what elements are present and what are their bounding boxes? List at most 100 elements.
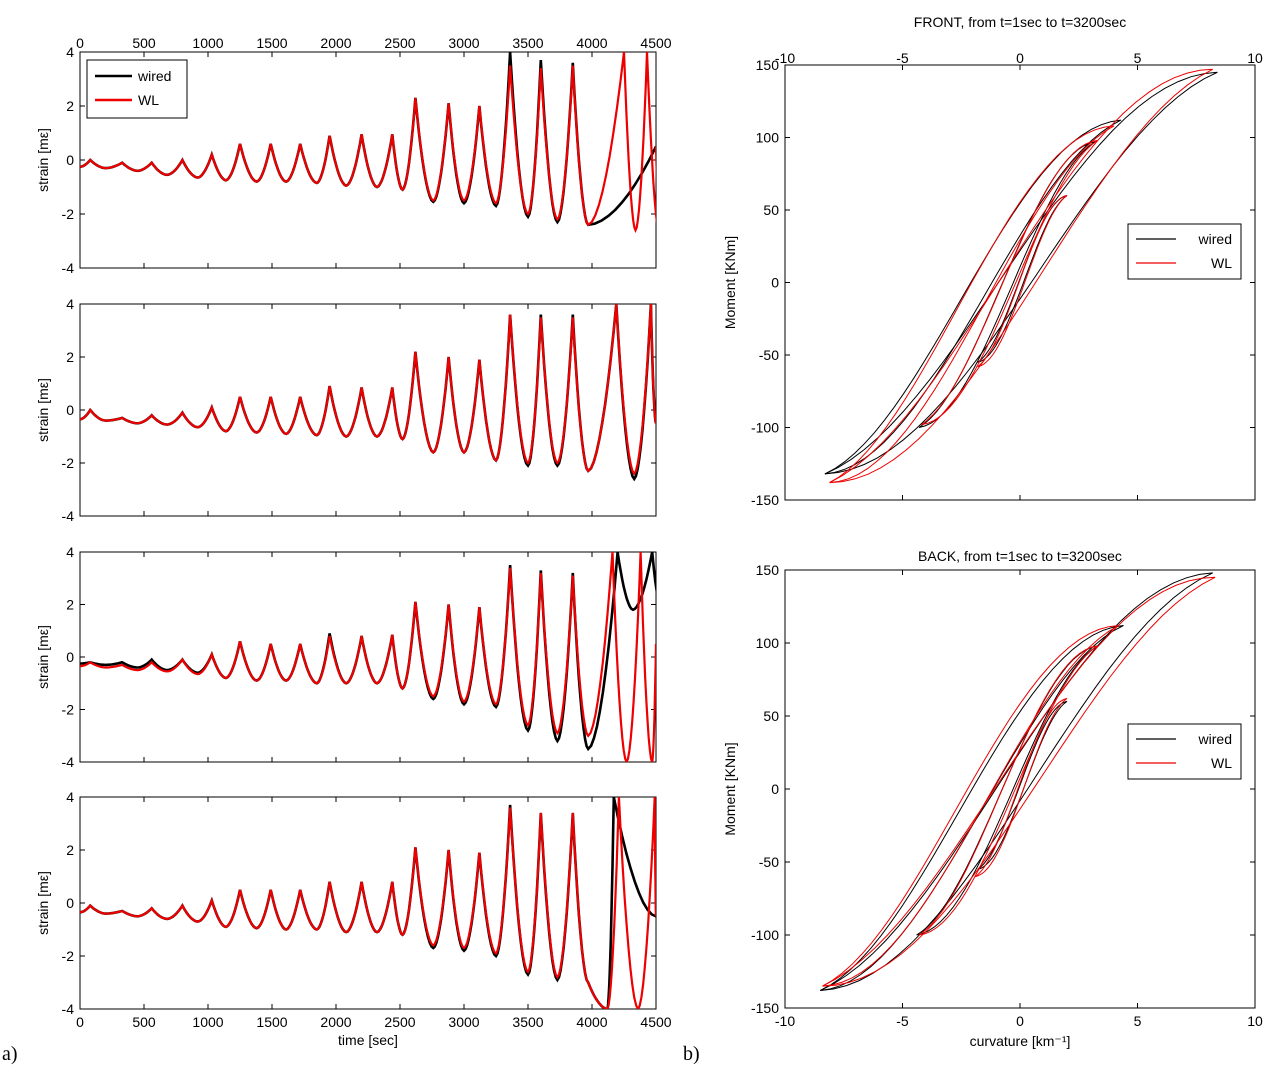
strain-plot-2-ytick-label: 2: [66, 349, 74, 365]
strain-plot-4-xtick-label: 0: [76, 1014, 84, 1030]
hysteresis-back-ytick-label: 150: [756, 562, 780, 578]
hysteresis-front-top-tick-label: 0: [1016, 50, 1024, 66]
hysteresis-back-ytick-label: -50: [759, 854, 779, 870]
strain-plot-1-top-tick-label: 2500: [384, 35, 415, 51]
strain-plot-4-xtick-label: 2500: [384, 1014, 415, 1030]
hysteresis-back-legend-box: [1127, 723, 1242, 780]
strain-plot-4-xtick-label: 3500: [512, 1014, 543, 1030]
hysteresis-front-loop-wl: [829, 68, 1213, 484]
strain-plot-4-xtick-label: 1000: [192, 1014, 223, 1030]
panel-label-a: a): [2, 1043, 18, 1065]
strain-plot-2-ytick-label: 4: [66, 296, 74, 312]
hysteresis-front-title: FRONT, from t=1sec to t=3200sec: [914, 14, 1126, 30]
strain-plot-4-xtick-label: 2000: [320, 1014, 351, 1030]
strain-plot-4-ytick-label: 2: [66, 842, 74, 858]
hysteresis-front-loop-wl: [829, 125, 1115, 484]
strain-plot-2-frame: [79, 303, 657, 517]
strain-plot-1-series-wl: [80, 52, 656, 234]
strain-plot-3-ytick-label: 0: [66, 649, 74, 665]
hysteresis-back-legend: wired WL: [1127, 723, 1242, 780]
hysteresis-back-ytick-label: 50: [763, 708, 779, 724]
strain-plot-4-xtick-label: 4500: [640, 1014, 671, 1030]
strain-plot-1-legend-label-wl: WL: [138, 92, 159, 108]
hysteresis-front-ytick-label: 100: [756, 130, 780, 146]
hysteresis-front-legend-box: [1127, 223, 1242, 280]
hysteresis-front-ylabel: Moment [KNm]: [722, 236, 738, 329]
hysteresis-front-ytick-label: 150: [756, 57, 780, 73]
strain-plot-1-top-tick-label: 1000: [192, 35, 223, 51]
strain-plot-4-ytick-label: -2: [62, 948, 75, 964]
strain-plot-4-ytick-label: -4: [62, 1001, 75, 1017]
strain-plot-1-top-tick-label: 500: [132, 35, 156, 51]
hysteresis-back-ytick-label: -100: [751, 927, 779, 943]
hysteresis-front-ytick-label: -150: [751, 492, 779, 508]
hysteresis-back-ytick-label: 100: [756, 635, 780, 651]
strain-plot-4-xtick-label: 3000: [448, 1014, 479, 1030]
strain-plot-3-axes: -4 -2 0 2 4 strain [mε]: [35, 544, 657, 770]
strain-plot-4-axes: -4 -2 0 2 4 0 500 1000 1500 2000 2500 3000 3500 4000 4…: [35, 789, 672, 1048]
hysteresis-back-xtick-label: -10: [775, 1013, 795, 1029]
strain-plot-3-series-wl: [80, 552, 656, 762]
strain-plot-1-ytick-label: 0: [66, 152, 74, 168]
hysteresis-back-xlabel: curvature [km⁻¹]: [970, 1033, 1071, 1049]
hysteresis-back-ylabel: Moment [KNm]: [722, 742, 738, 835]
hysteresis-back-xtick-label: 5: [1134, 1013, 1142, 1029]
strain-plot-4-xtick-label: 4000: [576, 1014, 607, 1030]
strain-plot-4-frame: [79, 796, 657, 1010]
hysteresis-front-loop-wl: [977, 195, 1068, 368]
hysteresis-front-legend-label-wl: WL: [1211, 255, 1232, 271]
hysteresis-back-loop-wl: [975, 698, 1068, 878]
strain-plot-1-ytick-label: -2: [62, 206, 75, 222]
strain-plot-4-xtick-label: 1500: [256, 1014, 287, 1030]
strain-plot-1-ytick-label: 4: [66, 44, 74, 60]
strain-plot-3-ylabel: strain [mε]: [35, 625, 51, 689]
strain-plot-1-legend: wired WL: [86, 59, 188, 119]
strain-plot-1-top-tick-label: 4000: [576, 35, 607, 51]
hysteresis-back-title: BACK, from t=1sec to t=3200sec: [918, 548, 1122, 564]
strain-plot-1-legend-label-wired: wired: [137, 68, 171, 84]
hysteresis-back-frame: [784, 569, 1256, 1009]
strain-plot-2-ytick-label: -4: [62, 508, 75, 524]
strain-plot-3-frame: [79, 551, 657, 763]
hysteresis-front-top-tick-label: -5: [896, 50, 909, 66]
hysteresis-back-xtick-label: -5: [896, 1013, 909, 1029]
hysteresis-front-ytick-label: 0: [771, 275, 779, 291]
strain-plot-1-ytick-label: 2: [66, 98, 74, 114]
hysteresis-back-loop-wired: [820, 572, 1213, 991]
strain-plot-1-top-tick-label: 0: [76, 35, 84, 51]
strain-plot-2-series-wl: [80, 304, 656, 476]
hysteresis-back-loop-wl: [822, 576, 1216, 987]
hysteresis-front-top-tick-label: 5: [1134, 50, 1142, 66]
hysteresis-front-legend-label-wired: wired: [1198, 231, 1232, 247]
hysteresis-back-legend-label-wired: wired: [1198, 731, 1232, 747]
strain-plot-1-top-tick-label: 4500: [640, 35, 671, 51]
hysteresis-back-xtick-label: 10: [1247, 1013, 1263, 1029]
hysteresis-front-loop-wired: [824, 71, 1218, 475]
strain-plot-3-ytick-label: 2: [66, 597, 74, 613]
hysteresis-front-ytick-label: 50: [763, 202, 779, 218]
strain-plot-4-xtick-label: 500: [132, 1014, 156, 1030]
strain-plot-4-ytick-label: 4: [66, 789, 74, 805]
hysteresis-back-legend-label-wl: WL: [1211, 755, 1232, 771]
hysteresis-front-frame: [784, 64, 1256, 501]
hysteresis-back-ytick-label: 0: [771, 781, 779, 797]
strain-plot-1-legend-box: [86, 59, 188, 119]
hysteresis-front-legend: wired WL: [1127, 223, 1242, 280]
strain-plot-2-ylabel: strain [mε]: [35, 378, 51, 442]
strain-plot-4-ytick-label: 0: [66, 895, 74, 911]
strain-plot-1-top-tick-label: 1500: [256, 35, 287, 51]
hysteresis-front-series-wl: [829, 68, 1213, 484]
strain-plot-1-ylabel: strain [mε]: [35, 128, 51, 192]
strain-plot-2-ytick-label: -2: [62, 455, 75, 471]
hysteresis-front-ytick-label: -50: [759, 347, 779, 363]
panel-label-b: b): [683, 1043, 700, 1065]
hysteresis-front-top-tick-label: 10: [1247, 50, 1263, 66]
strain-plot-3-ytick-label: 4: [66, 544, 74, 560]
strain-plot-2-axes: -4 -2 0 2 4 strain [mε]: [35, 296, 657, 524]
hysteresis-front-ytick-label: -100: [751, 420, 779, 436]
strain-plot-1-top-tick-label: 2000: [320, 35, 351, 51]
